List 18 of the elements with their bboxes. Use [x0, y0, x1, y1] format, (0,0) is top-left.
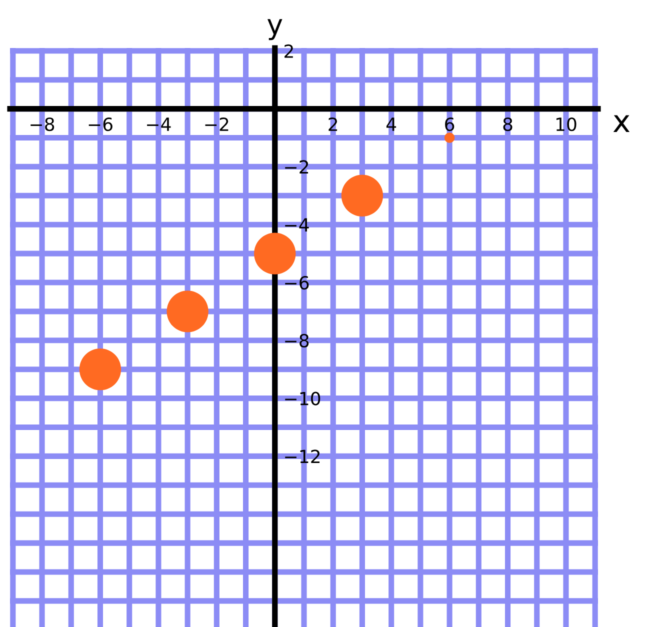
- x-tick-label: −6: [88, 117, 112, 132]
- x-tick-label: −2: [205, 117, 228, 131]
- x-tick-label: −8: [30, 117, 54, 132]
- y-tick-label: 2: [284, 44, 293, 58]
- y-tick-label: −8: [285, 334, 309, 348]
- x-tick-label: 4: [386, 118, 396, 131]
- y-tick-label: −6: [285, 276, 309, 290]
- x-tick-label: −4: [147, 118, 171, 131]
- y-tick-label: −10: [285, 392, 320, 406]
- y-tick-label: −2: [285, 160, 308, 174]
- y-tick-label: −4: [285, 218, 309, 232]
- x-axis-title: x: [613, 115, 630, 132]
- x-tick-label: 8: [503, 117, 512, 132]
- y-axis-title: y: [268, 19, 282, 40]
- x-tick-label: 10: [556, 117, 576, 132]
- y-tick-label: −12: [285, 450, 320, 464]
- x-tick-label: 2: [328, 117, 338, 131]
- x-tick-label: 6: [445, 117, 454, 132]
